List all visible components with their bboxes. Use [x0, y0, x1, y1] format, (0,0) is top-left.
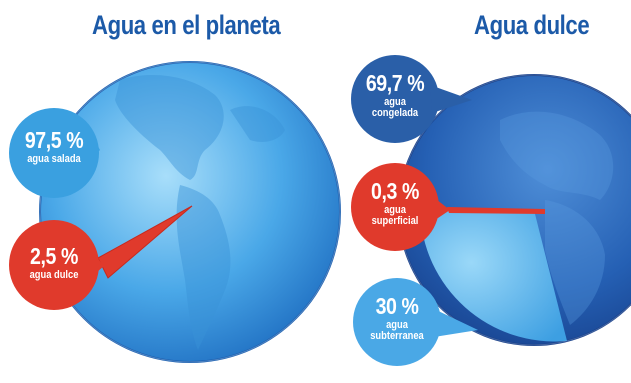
left-globe: [39, 61, 341, 363]
continents-africa-europe: [500, 111, 614, 325]
pie-slice-agua-superficial: [447, 207, 545, 214]
callout-agua-superficial: 0,3 % agua superficial: [355, 180, 435, 227]
value-agua-subterranea: 30 %: [375, 293, 419, 319]
callout-agua-subterranea: 30 % agua subterranea: [357, 295, 437, 342]
right-globe: [398, 74, 631, 346]
callout-agua-congelada: 69,7 % agua congelada: [355, 72, 435, 119]
callout-agua-dulce: 2,5 % agua dulce: [14, 245, 94, 281]
value-agua-superficial: 0,3 %: [371, 178, 419, 204]
value-agua-congelada: 69,7 %: [365, 70, 425, 96]
right-panel-title: Agua dulce: [474, 10, 590, 40]
value-agua-dulce: 2,5 %: [30, 243, 78, 269]
label-agua-salada: agua salada: [27, 153, 81, 165]
bubble-agua-congelada: [351, 55, 472, 143]
bubble-agua-salada: [9, 108, 100, 198]
pie-slice-agua-subterranea: [420, 210, 567, 342]
bubble-agua-subterranea: [353, 278, 478, 366]
continents-americas: [115, 75, 285, 350]
label-agua-congelada-2: congelada: [371, 107, 419, 119]
label-agua-congelada-1: agua: [384, 96, 406, 108]
bubble-agua-superficial: [351, 163, 450, 251]
value-agua-salada: 97,5 %: [24, 127, 84, 153]
left-panel-title: Agua en el planeta: [92, 10, 281, 40]
label-agua-superficial-1: agua: [384, 204, 406, 216]
label-agua-subterranea-1: agua: [386, 319, 408, 331]
label-agua-dulce: agua dulce: [29, 269, 79, 281]
bubble-agua-dulce: [9, 220, 104, 310]
callout-agua-salada: 97,5 % agua salada: [14, 129, 94, 165]
pie-slice-agua-dulce: [97, 205, 193, 279]
label-agua-superficial-2: superficial: [371, 215, 419, 227]
label-agua-subterranea-2: subterranea: [370, 330, 424, 342]
